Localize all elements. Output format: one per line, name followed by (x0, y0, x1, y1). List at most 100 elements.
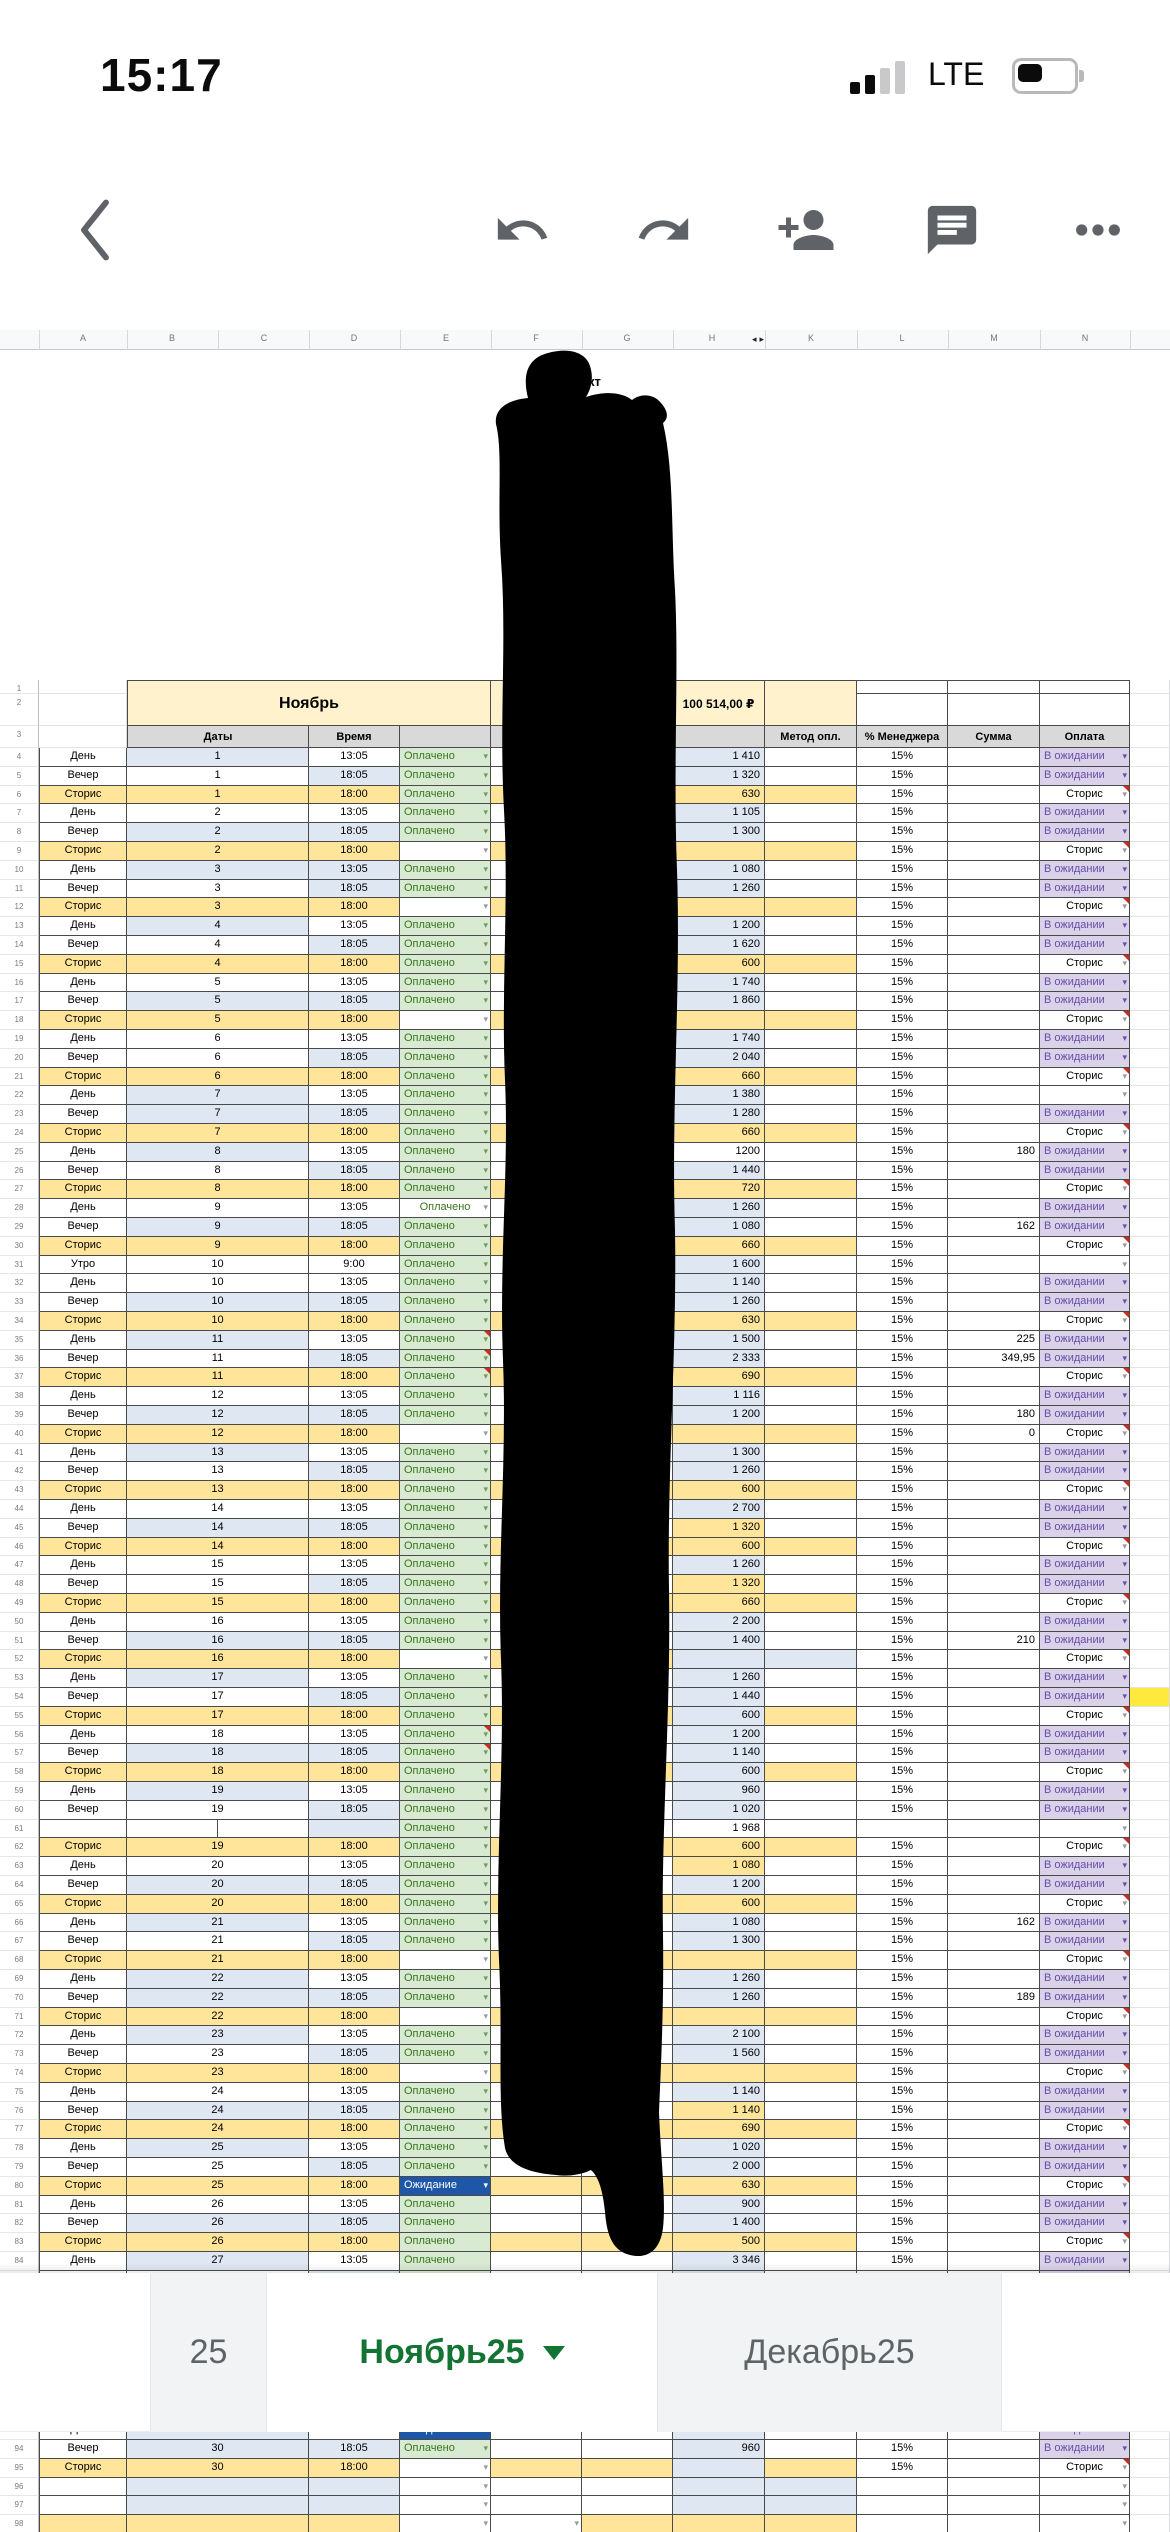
slot-type-cell[interactable]: Вечер (39, 1161, 127, 1181)
percent-cell[interactable] (857, 2515, 948, 2532)
time-cell[interactable]: 18:00 (309, 842, 400, 861)
table-cell[interactable] (582, 2195, 673, 2215)
status-dropdown-cell[interactable]: ▾ (400, 1951, 491, 1970)
edge-cell[interactable] (1130, 1011, 1170, 1030)
status-dropdown-cell[interactable]: ▾ (400, 1011, 491, 1030)
sum-cell[interactable] (948, 973, 1040, 993)
time-cell[interactable]: 13:05 (309, 1500, 400, 1519)
amount-cell[interactable]: 2 200 (673, 1612, 765, 1632)
amount-cell[interactable] (673, 2458, 765, 2478)
slot-type-cell[interactable]: День (39, 1782, 127, 1801)
edge-cell[interactable] (1130, 842, 1170, 861)
row-header[interactable]: 39 (0, 1406, 39, 1425)
pay-dropdown-cell[interactable]: В ожидании▾ (1040, 2195, 1130, 2215)
pay-dropdown-cell[interactable]: В ожидании▾ (1040, 860, 1130, 880)
row-header[interactable]: 58 (0, 1763, 39, 1782)
sum-cell[interactable] (948, 2233, 1040, 2252)
table-cell[interactable] (491, 1481, 582, 1500)
percent-cell[interactable]: 15% (857, 1631, 948, 1651)
table-cell[interactable] (582, 1067, 673, 1087)
method-cell[interactable] (765, 1462, 857, 1482)
edge-cell[interactable] (1130, 1988, 1170, 2008)
table-cell[interactable] (582, 1951, 673, 1970)
slot-type-cell[interactable]: День (39, 1913, 127, 1933)
table-cell[interactable] (491, 1274, 582, 1294)
percent-cell[interactable]: 15% (857, 1537, 948, 1557)
date-cell[interactable]: 25 (127, 2176, 309, 2196)
method-cell[interactable] (765, 2007, 857, 2027)
edge-cell[interactable] (1130, 1800, 1170, 1820)
time-cell[interactable]: 18:00 (309, 1650, 400, 1670)
row-header[interactable]: 70 (0, 1988, 39, 2008)
status-dropdown-cell[interactable]: Оплачено ▾ (400, 1894, 491, 1914)
time-cell[interactable]: 18:05 (309, 2214, 400, 2234)
table-cell[interactable] (491, 1988, 582, 2008)
percent-cell[interactable]: 15% (857, 804, 948, 824)
edge-cell[interactable] (1130, 2026, 1170, 2046)
slot-type-cell[interactable]: Вечер (39, 1800, 127, 1820)
month-title-cell[interactable]: Ноябрь (127, 680, 491, 726)
time-cell[interactable]: 13:05 (309, 860, 400, 880)
edge-cell[interactable] (1130, 1556, 1170, 1576)
table-cell[interactable] (491, 1819, 582, 1839)
date-cell[interactable]: 20 (127, 1876, 309, 1895)
edge-cell[interactable] (1130, 954, 1170, 974)
sum-cell[interactable] (948, 1932, 1040, 1952)
amount-cell[interactable]: 1 740 (673, 1030, 765, 1049)
status-dropdown-cell[interactable]: Оплачено ▾ (400, 860, 491, 880)
percent-cell[interactable]: 15% (857, 1443, 948, 1463)
slot-type-cell[interactable]: Сторис (39, 1894, 127, 1914)
percent-cell[interactable]: 15% (857, 1669, 948, 1688)
pay-dropdown-cell[interactable]: В ожидании▾ (1040, 2045, 1130, 2064)
time-cell[interactable]: 18:05 (309, 2440, 400, 2459)
pay-dropdown-cell[interactable]: Сторис▾ (1040, 1650, 1130, 1670)
edge-cell[interactable] (1130, 1481, 1170, 1500)
percent-cell[interactable]: 15% (857, 1462, 948, 1482)
time-cell[interactable]: 18:05 (309, 992, 400, 1012)
edge-cell[interactable] (1130, 2458, 1170, 2478)
status-dropdown-cell[interactable]: Оплачено ▾ (400, 2158, 491, 2177)
comments-button[interactable] (912, 185, 992, 275)
slot-type-cell[interactable]: Сторис (39, 898, 127, 918)
method-cell[interactable] (765, 992, 857, 1012)
percent-cell[interactable]: 15% (857, 2026, 948, 2046)
table-cell[interactable] (582, 1236, 673, 1256)
table-cell[interactable] (39, 726, 127, 748)
table-cell[interactable] (857, 680, 948, 694)
table-cell[interactable] (582, 1894, 673, 1914)
sum-cell[interactable] (948, 2515, 1040, 2532)
row-header[interactable]: 27 (0, 1180, 39, 1200)
time-cell[interactable]: 18:05 (309, 1988, 400, 2008)
pay-dropdown-cell[interactable]: В ожидании▾ (1040, 1988, 1130, 2008)
amount-cell[interactable]: 630 (673, 785, 765, 805)
pay-dropdown-cell[interactable]: В ожидании▾ (1040, 2082, 1130, 2102)
pay-dropdown-cell[interactable]: В ожидании▾ (1040, 1293, 1130, 1312)
method-cell[interactable] (765, 1368, 857, 1388)
time-cell[interactable]: 18:05 (309, 2158, 400, 2177)
edge-cell[interactable] (1130, 1782, 1170, 1801)
table-cell[interactable] (491, 1067, 582, 1087)
status-dropdown-cell[interactable]: Оплачено ▾ (400, 1387, 491, 1406)
table-cell[interactable] (491, 1199, 582, 1218)
pay-dropdown-cell[interactable]: Сторис▾ (1040, 1180, 1130, 1200)
amount-cell[interactable] (673, 1424, 765, 1444)
sum-cell[interactable] (948, 1876, 1040, 1895)
amount-cell[interactable]: 1 200 (673, 1876, 765, 1895)
date-cell[interactable]: 8 (127, 1142, 309, 1162)
date-cell[interactable]: 26 (127, 2195, 309, 2215)
table-cell[interactable] (491, 1142, 582, 1162)
edge-cell[interactable] (1130, 1612, 1170, 1632)
slot-type-cell[interactable]: День (39, 2195, 127, 2215)
slot-type-cell[interactable]: День (39, 748, 127, 767)
table-cell[interactable] (1130, 680, 1170, 694)
method-cell[interactable] (765, 1819, 857, 1839)
date-cell[interactable]: 7 (127, 1124, 309, 1143)
time-cell[interactable]: 18:05 (309, 1218, 400, 1237)
row-header[interactable]: 94 (0, 2440, 39, 2459)
row-header[interactable]: 79 (0, 2158, 39, 2177)
percent-cell[interactable]: 15% (857, 1876, 948, 1895)
table-cell[interactable] (491, 1631, 582, 1651)
edge-cell[interactable] (1130, 1876, 1170, 1895)
row-header[interactable]: 54 (0, 1688, 39, 1707)
table-cell[interactable] (582, 1048, 673, 1068)
